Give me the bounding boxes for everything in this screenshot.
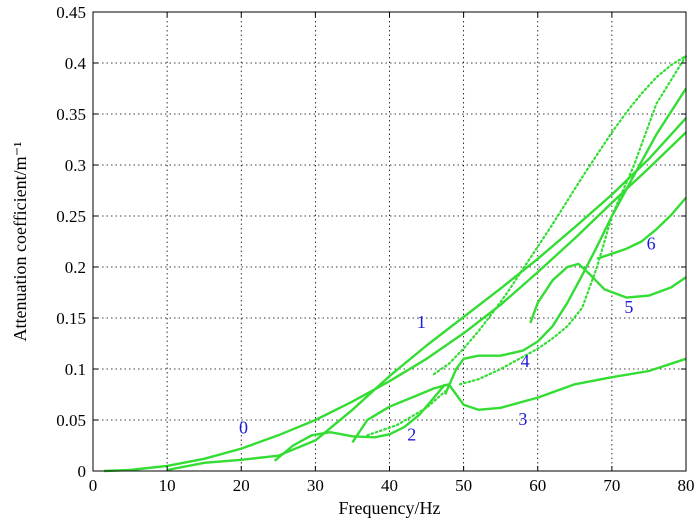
x-tick-label: 60 [529, 476, 546, 495]
y-tick-label: 0.1 [65, 360, 86, 379]
x-tick-label: 0 [89, 476, 98, 495]
mode-1-line [166, 117, 687, 472]
dotted-branch-line [366, 390, 447, 437]
annotation-layer: 0 1 2 3 4 5 6 [239, 234, 656, 445]
mode-label-5: 5 [624, 297, 633, 317]
x-tick-label: 50 [455, 476, 472, 495]
mode-6-line [596, 196, 687, 260]
mode-2-line [273, 383, 447, 462]
dotted-branch-line [458, 54, 688, 386]
mode-label-1: 1 [417, 312, 426, 332]
y-tick-label: 0.15 [56, 309, 86, 328]
x-tick-label: 10 [159, 476, 176, 495]
mode-label-0: 0 [239, 417, 248, 437]
y-tick-label: 0.45 [56, 3, 86, 22]
x-tick-label: 20 [233, 476, 250, 495]
tick-layer: 0 10 20 30 40 50 60 70 8000.050.10.150.20.250.30… [56, 3, 694, 495]
y-tick-label: 0.4 [65, 54, 87, 73]
series-layer [104, 54, 688, 473]
x-tick-label: 30 [307, 476, 324, 495]
grid [93, 12, 686, 471]
x-tick-label: 70 [603, 476, 620, 495]
x-tick-label: 40 [381, 476, 398, 495]
mode-label-2: 2 [407, 424, 416, 444]
x-axis-label: Frequency/Hz [339, 498, 441, 518]
mode-label-3: 3 [518, 409, 527, 429]
y-tick-label: 0 [78, 462, 87, 481]
y-tick-label: 0.2 [65, 258, 86, 277]
mode-4-line [443, 87, 688, 395]
mode-label-6: 6 [647, 234, 656, 254]
mode-3-line [351, 357, 687, 444]
dotted-branch-line [432, 54, 688, 376]
y-axis-label: Attenuation coefficient/m⁻¹ [10, 141, 30, 341]
mode-5-line [529, 262, 687, 324]
y-tick-label: 0.05 [56, 411, 86, 430]
y-tick-label: 0.25 [56, 207, 86, 226]
y-tick-label: 0.35 [56, 105, 86, 124]
mode-label-4: 4 [521, 351, 530, 371]
y-tick-label: 0.3 [65, 156, 86, 175]
x-tick-label: 80 [678, 476, 695, 495]
mode-0-line [104, 131, 687, 473]
